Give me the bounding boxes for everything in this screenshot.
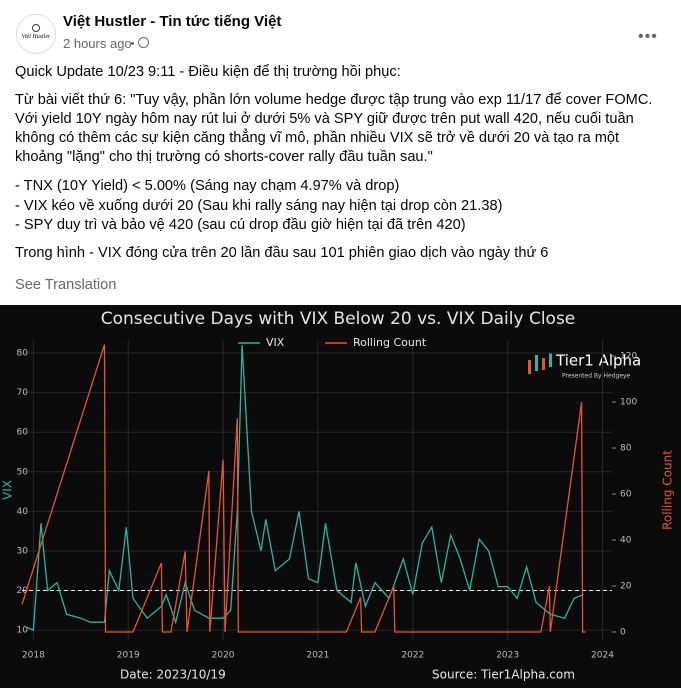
y-tick-label: 30: [17, 546, 29, 556]
bullet: - SPY duy trì và bảo vệ 420 (sau cú drop…: [15, 217, 466, 233]
chart: Consecutive Days with VIX Below 20 vs. V…: [0, 305, 681, 688]
y-tick-label: 10: [17, 626, 29, 636]
y2-tick-label: 100: [620, 398, 637, 408]
avatar-text: Việt Hustler: [21, 34, 51, 40]
paragraph: Từ bài viết thứ 6: "Tuy vậy, phần lớn vo…: [15, 92, 653, 165]
y-axis-label: VIX: [1, 480, 15, 500]
legend-label: Rolling Count: [353, 336, 427, 349]
avatar[interactable]: Việt Hustler: [16, 14, 56, 54]
chart-title: Consecutive Days with VIX Below 20 vs. V…: [101, 309, 576, 329]
legend-label: VIX: [266, 336, 285, 349]
timestamp[interactable]: 2 hours ago: [63, 36, 132, 51]
y2-tick-label: 60: [620, 490, 632, 500]
paragraph: Quick Update 10/23 9:11 - Điều kiện để t…: [15, 64, 401, 80]
x-tick-label: 2018: [22, 651, 45, 661]
post: Việt Hustler Việt Hustler - Tin tức tiến…: [0, 0, 681, 305]
y2-tick-label: 40: [620, 536, 632, 546]
author[interactable]: Việt Hustler - Tin tức tiếng Việt: [63, 13, 282, 30]
bullet: - VIX kéo về xuống dưới 20 (Sau khi rall…: [15, 198, 503, 214]
logo: Tier1 Alpha: [555, 352, 641, 370]
y2-tick-label: 120: [620, 352, 637, 362]
paragraph: Trong hình - VIX đóng cửa trên 20 lần đầ…: [15, 245, 549, 261]
x-tick-label: 2023: [496, 651, 519, 661]
y2-tick-label: 0: [620, 627, 626, 637]
menu[interactable]: •••: [638, 28, 658, 45]
x-tick-label: 2024: [591, 651, 614, 661]
x-tick-label: 2020: [212, 651, 235, 661]
y2-tick-label: 20: [620, 581, 632, 591]
separator-dot: [131, 42, 134, 45]
logo-icon: [528, 353, 552, 374]
y-tick-label: 70: [17, 388, 29, 398]
avatar-logo: [32, 24, 40, 32]
logo-subtitle: Presented By Hedgeye: [562, 373, 631, 380]
see-translation[interactable]: See Translation: [15, 277, 117, 293]
y2-tick-label: 80: [620, 444, 632, 454]
x-tick-label: 2021: [306, 651, 329, 661]
source-note: Source: Tier1Alpha.com: [432, 668, 575, 682]
chart-background: [0, 305, 681, 688]
bullet: - TNX (10Y Yield) < 5.00% (Sáng nay chạm…: [15, 178, 400, 194]
date-note: Date: 2023/10/19: [120, 668, 226, 682]
x-tick-label: 2019: [117, 651, 140, 661]
y-tick-label: 50: [17, 467, 29, 477]
y-tick-label: 80: [17, 349, 29, 359]
y-tick-label: 40: [17, 507, 29, 517]
series-line: [23, 345, 584, 632]
series-line: [21, 344, 586, 633]
y-tick-label: 60: [17, 428, 29, 438]
globe-icon: [138, 37, 149, 48]
x-tick-label: 2022: [401, 651, 424, 661]
y2-axis-label: Rolling Count: [661, 450, 675, 530]
